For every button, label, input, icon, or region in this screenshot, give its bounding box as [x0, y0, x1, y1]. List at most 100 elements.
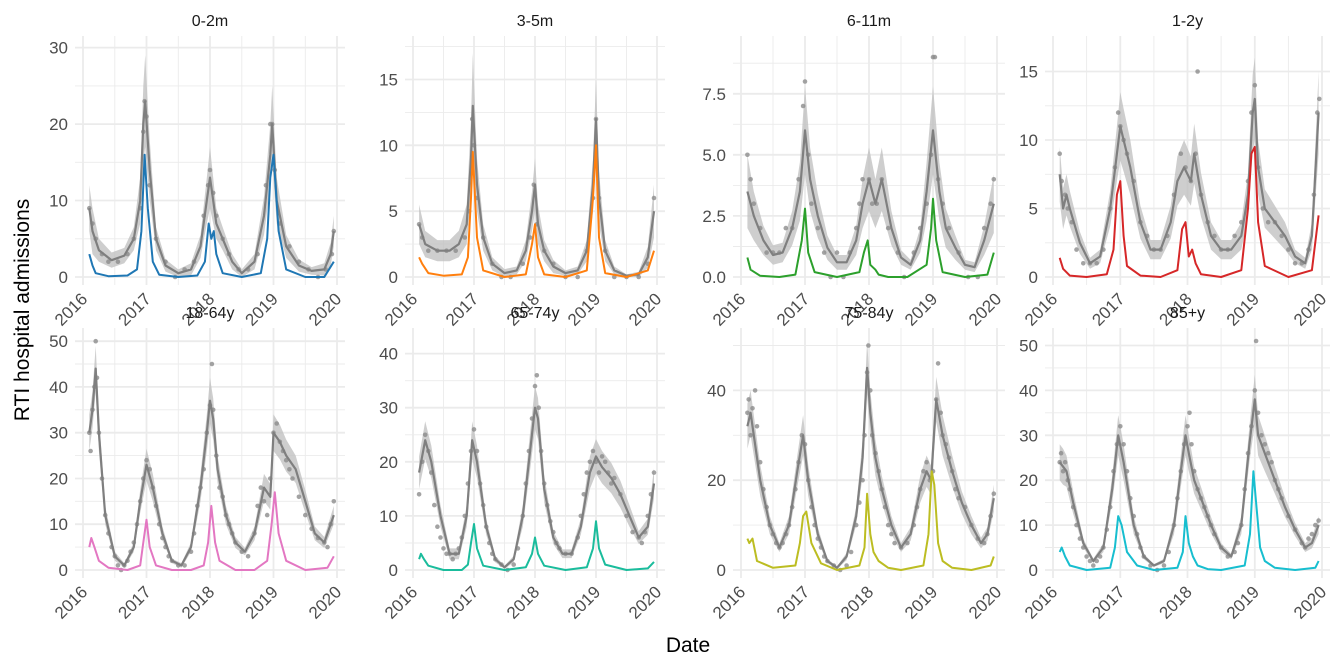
fit-line — [1058, 398, 1320, 567]
observed-point — [511, 562, 516, 567]
observed-point — [935, 361, 941, 366]
observed-point — [587, 459, 593, 465]
observed-point — [869, 201, 875, 206]
observed-point — [1252, 388, 1258, 393]
observed-point — [462, 235, 468, 240]
observed-point — [860, 177, 865, 182]
observed-point — [800, 103, 806, 109]
observed-point — [450, 556, 456, 562]
observed-point — [1091, 563, 1096, 568]
facet-label: 18-64y — [186, 305, 235, 322]
y-tick-label: 20 — [49, 470, 68, 489]
y-tick-label: 2.5 — [702, 207, 726, 226]
observed-point — [764, 250, 769, 255]
observed-point — [422, 432, 428, 438]
fit-line — [746, 366, 995, 569]
observed-point — [988, 201, 993, 206]
observed-point — [885, 225, 891, 231]
observed-point — [1087, 558, 1093, 564]
observed-point — [453, 248, 459, 253]
observed-point — [860, 477, 865, 483]
x-axis-title: Date — [666, 634, 710, 655]
observed-point — [520, 261, 526, 267]
y-tick-label: 30 — [1019, 426, 1038, 445]
observed-point — [1118, 424, 1123, 429]
y-tick-label: 20 — [379, 453, 398, 472]
observed-point — [274, 421, 280, 426]
observed-point — [624, 513, 629, 519]
observed-point — [416, 492, 422, 497]
y-tick-label: 10 — [379, 136, 398, 155]
observed-point — [115, 563, 121, 568]
y-tick-label: 20 — [49, 115, 68, 134]
y-tick-label: 40 — [49, 378, 68, 397]
fit-uncertainty-band — [89, 55, 334, 277]
observed-point — [1265, 450, 1271, 456]
observed-point — [1074, 247, 1079, 252]
observed-point — [748, 177, 753, 182]
observed-point — [1121, 442, 1126, 447]
observed-point — [892, 540, 897, 546]
y-tick-label: 0 — [389, 561, 398, 580]
observed-point — [1062, 459, 1068, 465]
observed-point — [1094, 558, 1099, 564]
observed-point — [991, 177, 997, 182]
y-tick-label: 40 — [379, 345, 398, 364]
observed-point — [1232, 233, 1237, 239]
y-tick-label: 10 — [379, 507, 398, 526]
y-tick-label: 15 — [1019, 63, 1038, 82]
observed-point — [1259, 433, 1264, 438]
observed-point — [630, 529, 635, 535]
component-line — [418, 144, 655, 278]
observed-point — [93, 338, 98, 344]
component-line — [746, 197, 995, 278]
observed-point — [1178, 151, 1184, 156]
facet-label: 0-2m — [192, 13, 228, 30]
component-line — [1058, 145, 1320, 278]
component-line — [1058, 470, 1320, 571]
observed-point — [802, 79, 808, 84]
fit-uncertainty-band — [419, 53, 654, 278]
observed-point — [536, 405, 541, 411]
observed-point — [599, 454, 605, 459]
y-axis-title: RTI hospital admissions — [11, 199, 34, 422]
y-tick-label: 20 — [707, 471, 726, 490]
y-tick-label: 40 — [1019, 381, 1038, 400]
observed-point — [438, 535, 443, 540]
observed-point — [981, 225, 987, 231]
fit-line — [418, 406, 656, 569]
observed-point — [809, 201, 814, 206]
observed-point — [435, 524, 440, 529]
fit-uncertainty-band — [419, 386, 654, 569]
y-tick-label: 40 — [707, 381, 726, 400]
y-tick-label: 20 — [1019, 471, 1038, 490]
observed-point — [1306, 536, 1311, 541]
component-line — [746, 470, 995, 571]
fit-uncertainty-band — [1059, 374, 1319, 567]
observed-point — [651, 470, 657, 475]
y-tick-label: 30 — [379, 399, 398, 418]
y-tick-label: 30 — [49, 39, 68, 58]
observed-point — [303, 512, 308, 518]
observed-point — [532, 383, 538, 389]
y-tick-label: 10 — [49, 192, 68, 211]
observed-point — [534, 373, 540, 378]
y-tick-label: 50 — [1019, 337, 1038, 356]
observed-point — [1252, 82, 1258, 88]
fit-line — [746, 129, 995, 269]
observed-point — [261, 499, 267, 504]
observed-point — [751, 201, 757, 206]
observed-point — [325, 544, 330, 550]
y-tick-label: 0 — [389, 268, 398, 287]
fit-line — [88, 100, 335, 275]
fit-line — [88, 367, 335, 567]
observed-point — [1097, 554, 1103, 559]
observed-point — [750, 406, 755, 411]
observed-point — [857, 201, 862, 206]
y-tick-label: 5 — [389, 202, 398, 221]
